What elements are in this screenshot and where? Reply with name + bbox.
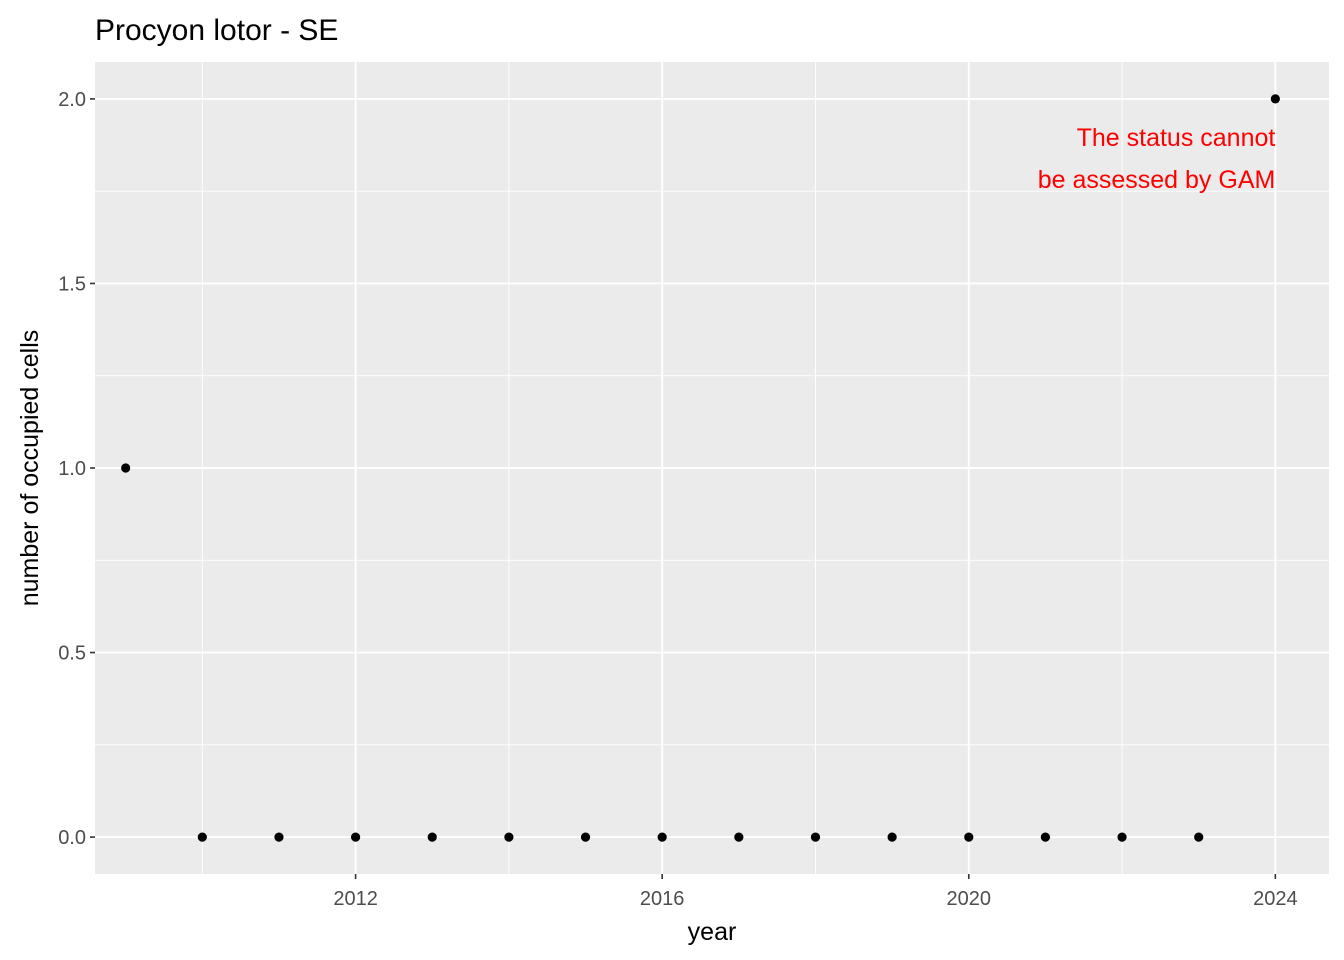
- data-point: [1194, 832, 1204, 842]
- data-point: [350, 832, 361, 842]
- data-point: [1040, 832, 1051, 842]
- y-axis-title: number of occupied cells: [16, 330, 44, 607]
- y-tick-label: 1.0: [58, 458, 86, 480]
- data-point: [734, 832, 744, 842]
- data-point: [964, 832, 974, 842]
- data-point: [1270, 94, 1280, 104]
- y-tick-label: 1.5: [58, 273, 86, 295]
- data-point: [810, 832, 821, 842]
- x-tick-label: 2012: [333, 888, 378, 910]
- x-tick-label: 2024: [1253, 888, 1298, 910]
- data-point: [274, 832, 284, 842]
- data-point: [1117, 832, 1127, 842]
- data-point: [197, 832, 207, 842]
- data-point: [580, 832, 591, 842]
- data-points: [121, 94, 1280, 842]
- data-point: [657, 832, 667, 842]
- x-tick-label: 2020: [947, 888, 992, 910]
- y-tick-label: 0.0: [58, 827, 86, 849]
- annotation: The status cannot be assessed by GAM: [1038, 124, 1276, 194]
- data-point: [427, 832, 437, 842]
- data-point: [504, 832, 514, 842]
- y-axis: 0.0 0.5 1.0 1.5 2.0: [58, 89, 95, 849]
- chart-title: Procyon lotor - SE: [95, 14, 338, 47]
- data-point: [887, 832, 897, 842]
- major-gridlines: [95, 62, 1329, 874]
- x-axis: 2012 2016 2020 2024: [333, 874, 1298, 910]
- x-tick-label: 2016: [640, 888, 685, 910]
- annotation-line: be assessed by GAM: [1038, 166, 1276, 194]
- data-point: [121, 463, 131, 473]
- y-tick-label: 0.5: [58, 643, 86, 665]
- x-axis-title: year: [688, 918, 737, 946]
- annotation-line: The status cannot: [1077, 124, 1276, 152]
- y-tick-label: 2.0: [58, 89, 86, 111]
